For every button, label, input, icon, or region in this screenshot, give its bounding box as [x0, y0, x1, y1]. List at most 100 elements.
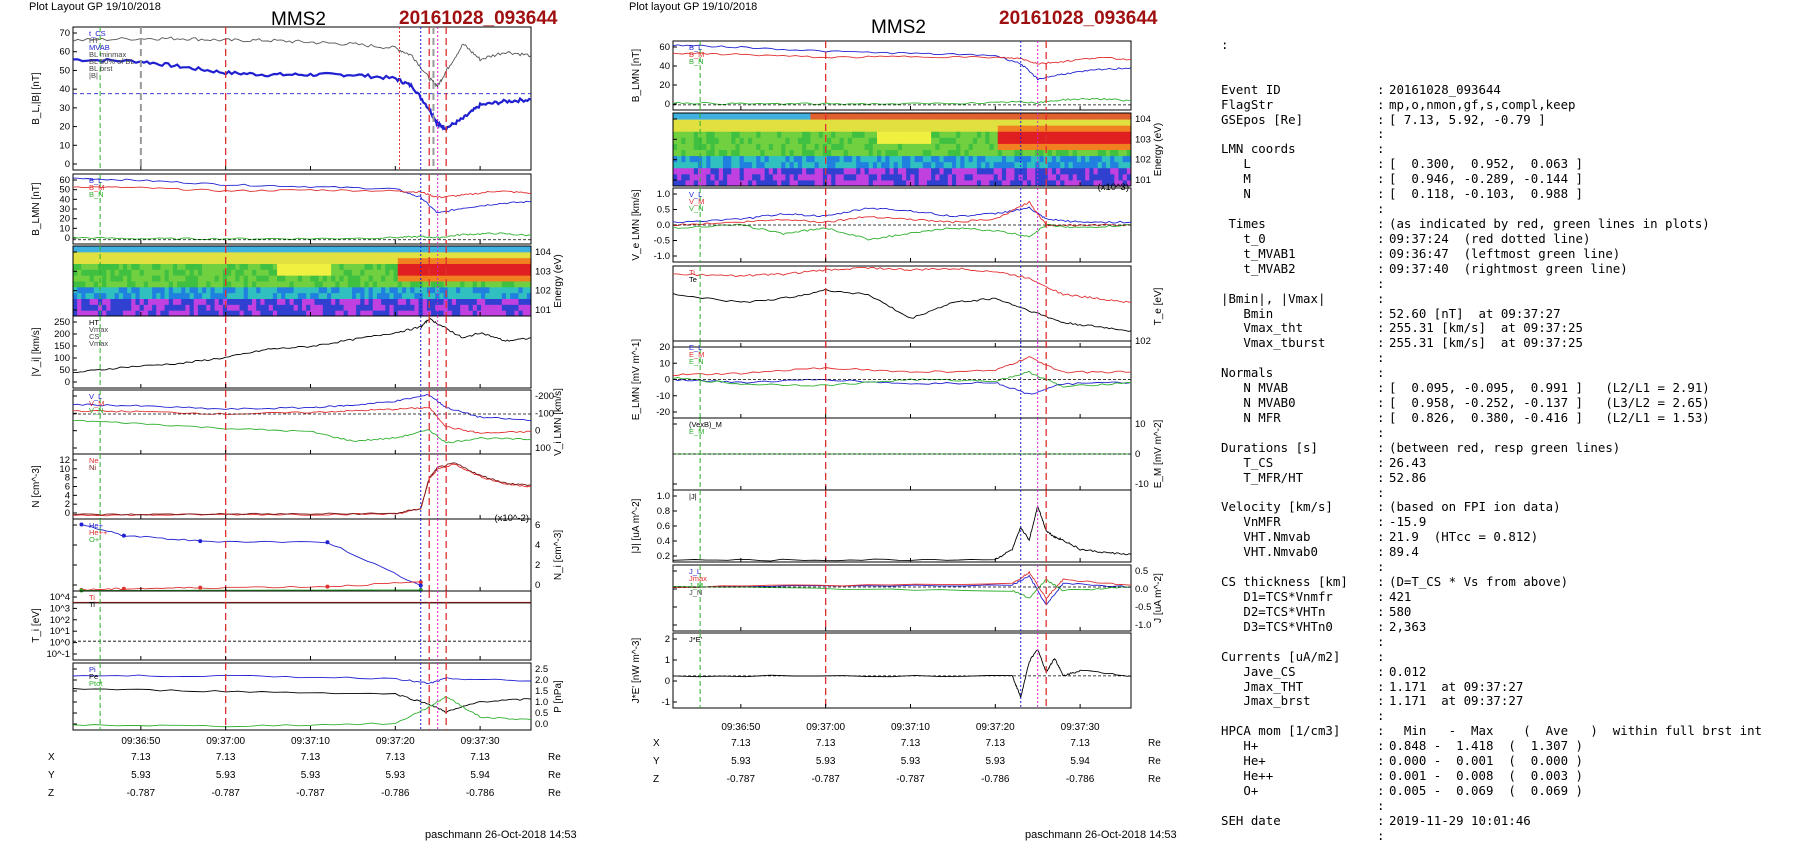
heatmap-cell [385, 298, 390, 305]
heatmap-cell [972, 143, 978, 150]
heatmap-cell [1001, 173, 1007, 181]
heatmap-cell [89, 269, 95, 276]
heatmap-cell [139, 286, 145, 294]
heatmap-cell [789, 179, 795, 187]
heatmap-cell [897, 125, 903, 132]
summary-colon: : [1377, 723, 1385, 739]
y-tick-label: 10 [659, 358, 670, 369]
heatmap-cell [256, 298, 261, 305]
summary-row: N MFR:[ 0.826, 0.380, -0.416 ] (L2/L1 = … [1221, 410, 1709, 426]
heatmap-cell [714, 173, 720, 181]
heatmap-cell [722, 173, 728, 181]
heatmap-cell [243, 275, 249, 282]
heatmap-cell [152, 304, 157, 311]
mid-footer: paschmann 26-Oct-2018 14:53 [1025, 829, 1177, 841]
heatmap-cell [1056, 119, 1061, 126]
heatmap-cell [827, 179, 832, 187]
heatmap-cell [902, 167, 907, 175]
heatmap-cell [914, 143, 920, 150]
heatmap-cell [218, 286, 224, 294]
y-tick-label: 1.5 [535, 686, 548, 697]
legend-entry: Pi [89, 665, 96, 674]
heatmap-cell [343, 275, 349, 282]
heatmap-cell [847, 131, 853, 138]
heatmap-cell [156, 304, 161, 311]
legend-entry: |B| [89, 71, 98, 80]
heatmap-cell [451, 310, 457, 317]
heatmap-cell [960, 143, 965, 150]
heatmap-cell [793, 137, 799, 144]
heatmap-cell [526, 298, 532, 305]
heatmap-cell [1076, 137, 1082, 144]
summary-colon: : [1377, 156, 1385, 172]
heatmap-cell [806, 125, 811, 132]
heatmap-cell [976, 161, 982, 169]
heatmap-cell [872, 179, 878, 187]
heatmap-cell [685, 131, 691, 138]
heatmap-cell [852, 137, 857, 144]
summary-row: Normals: [1221, 365, 1384, 381]
heatmap-cell [389, 304, 395, 311]
heatmap-cell [464, 246, 470, 253]
heatmap-cell [439, 263, 445, 270]
heatmap-cell [422, 286, 428, 294]
heatmap-cell [118, 298, 124, 305]
heatmap-cell [827, 113, 832, 120]
heatmap-cell [814, 143, 820, 150]
heatmap-cell [935, 113, 940, 120]
heatmap-cell [1006, 149, 1011, 157]
heatmap-cell [781, 119, 786, 126]
heatmap-cell [218, 257, 224, 264]
heatmap-cell [439, 281, 445, 288]
heatmap-cell [514, 275, 520, 282]
heatmap-cell [777, 125, 782, 132]
heatmap-cell [285, 275, 291, 282]
heatmap-cell [972, 113, 978, 120]
summary-colon: : [1377, 574, 1385, 590]
heatmap-cell [1114, 167, 1120, 175]
heatmap-cell [472, 292, 478, 299]
y-axis-label: Energy (eV) [553, 254, 564, 307]
summary-value: 421 [1389, 589, 1412, 605]
heatmap-cell [856, 179, 861, 187]
heatmap-cell [302, 257, 307, 264]
summary-value: 26.43 [1389, 454, 1427, 470]
heatmap-cell [122, 286, 128, 294]
heatmap-cell [393, 304, 399, 311]
data-point [121, 586, 126, 591]
heatmap-cell [756, 149, 761, 157]
heatmap-cell [893, 137, 899, 144]
heatmap-cell [331, 263, 336, 270]
heatmap-cell [131, 298, 136, 305]
heatmap-cell [814, 161, 820, 169]
summary-key: Jmax_THT [1221, 678, 1304, 694]
heatmap-cell [1068, 179, 1074, 187]
heatmap-cell [1022, 131, 1028, 138]
y-tick-label: -1.0 [1135, 620, 1151, 631]
heatmap-cell [835, 125, 841, 132]
heatmap-cell [364, 269, 370, 276]
summary-rows: Event ID:20161028_093644 FlagStr: mp,o,nmo… [1221, 82, 1762, 844]
heatmap-cell [885, 131, 891, 138]
heatmap-cell [310, 286, 315, 294]
heatmap-cell [802, 113, 807, 120]
heatmap-cell [347, 298, 353, 305]
heatmap-cell [722, 179, 728, 187]
heatmap-cell [285, 251, 291, 259]
heatmap-cell [139, 275, 145, 282]
heatmap-cell [1089, 125, 1095, 132]
heatmap-cell [1085, 131, 1090, 138]
heatmap-cell [872, 173, 878, 181]
heatmap-cell [451, 275, 457, 282]
legend-entry: E_N [689, 357, 704, 366]
heatmap-cell [673, 161, 678, 169]
heatmap-cell [714, 167, 720, 175]
heatmap-cell [710, 155, 716, 163]
heatmap-cell [406, 286, 411, 294]
heatmap-cell [243, 251, 249, 259]
heatmap-cell [247, 292, 253, 299]
summary-row: t_MVAB2:09:37:40 (rightmost green line) [1221, 261, 1627, 277]
heatmap-cell [693, 125, 699, 132]
heatmap-cell [1026, 113, 1032, 120]
y-axis-label: B_LMN [nT] [631, 49, 642, 103]
